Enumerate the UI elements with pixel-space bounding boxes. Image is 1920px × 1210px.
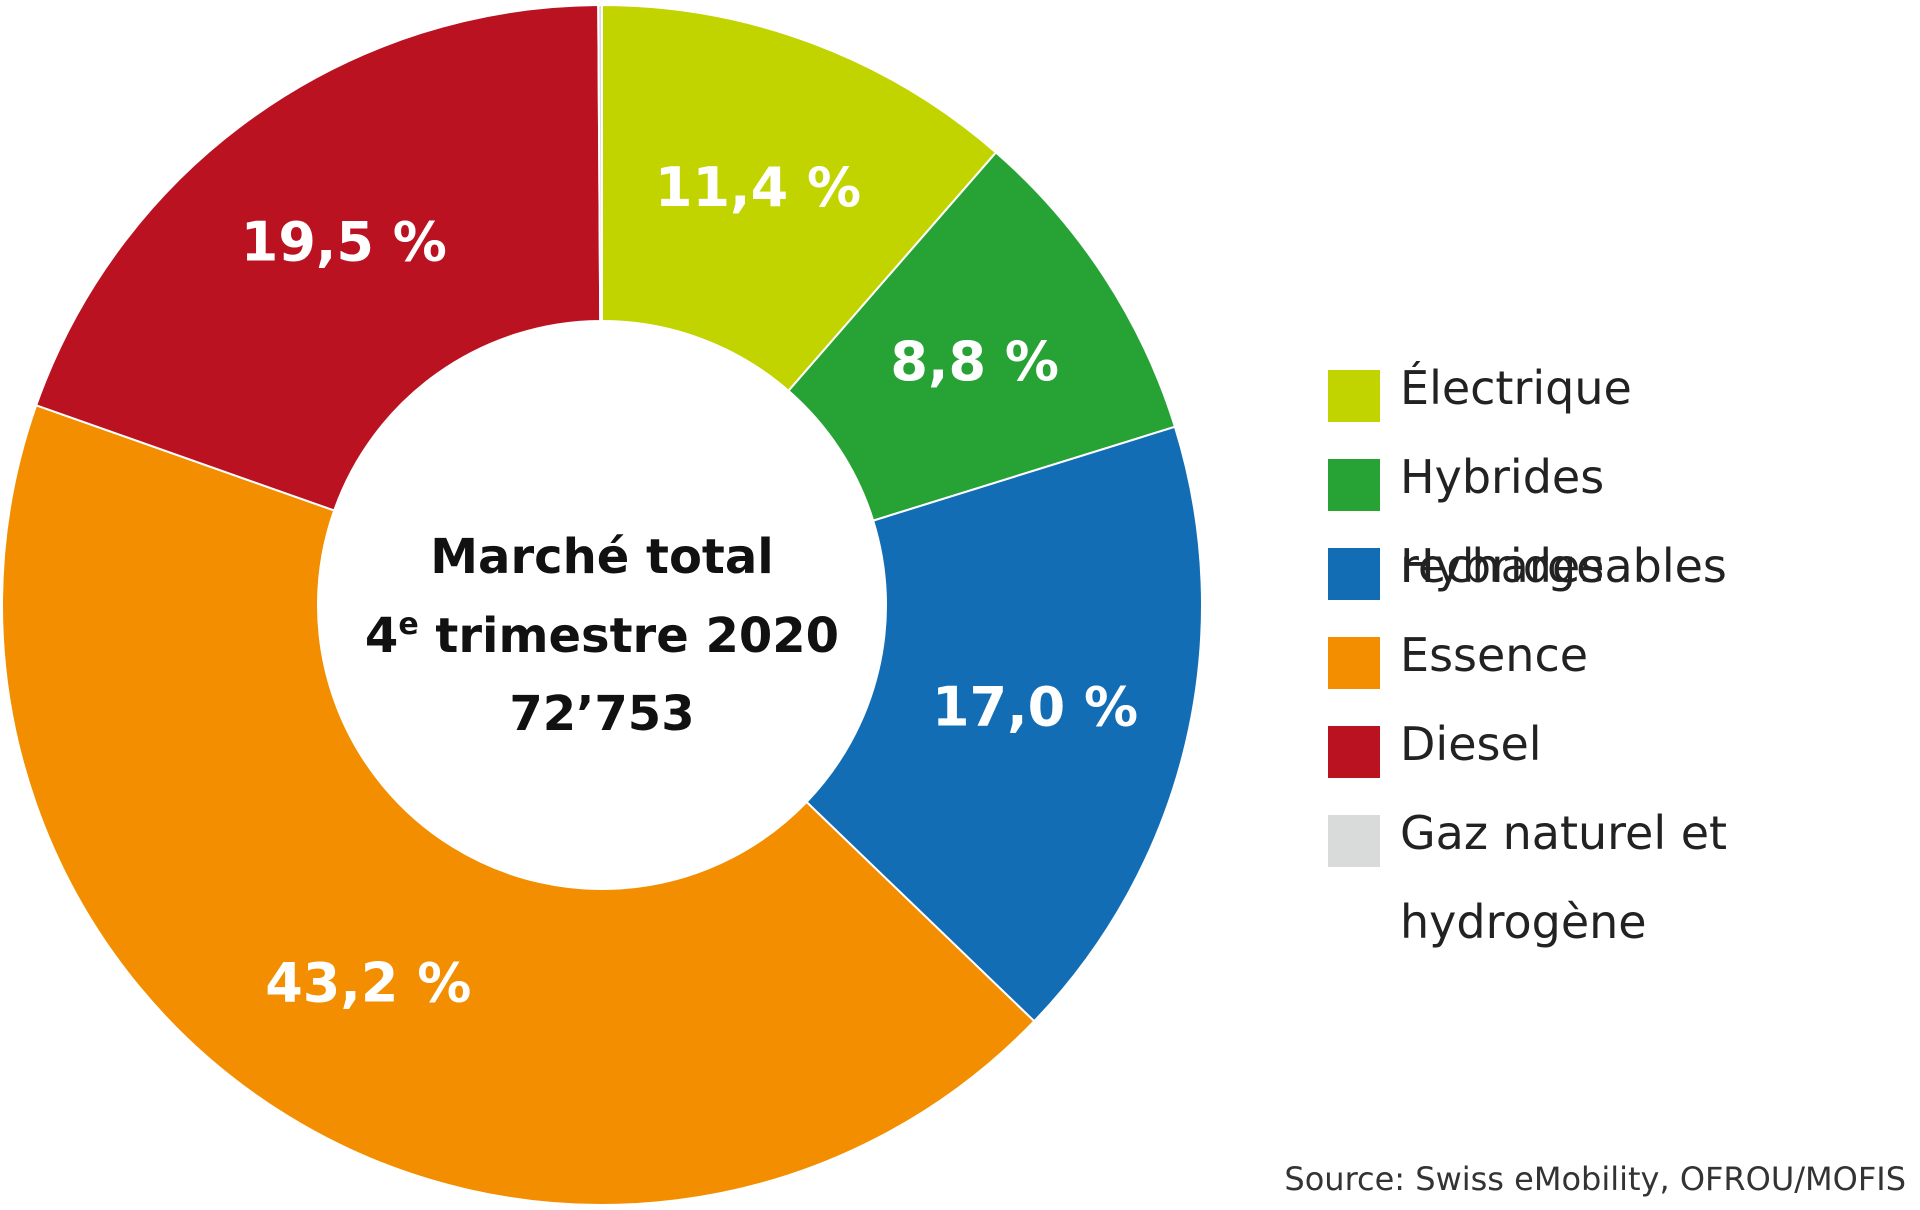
legend-label-hybrides: Hybrides	[1400, 539, 1605, 593]
legend-swatch-hybrides-rechargeables	[1328, 459, 1380, 511]
legend-swatch-gaz-naturel-hydrogene	[1328, 815, 1380, 867]
legend-item-diesel: Diesel	[1328, 717, 1920, 809]
legend-item-essence: Essence	[1328, 628, 1920, 720]
legend-swatch-essence	[1328, 637, 1380, 689]
legend-item-hybrides-rechargeables: Hybrides rechargeables	[1328, 450, 1920, 593]
legend-item-hybrides: Hybrides	[1328, 539, 1920, 631]
legend-label-electrique: Électrique	[1400, 361, 1632, 415]
slice-3	[0, 404, 1036, 1206]
slice-0	[601, 3, 998, 393]
center-total: 72’753	[509, 686, 694, 742]
donut-chart: 11,4 % 8,8 % 17,0 % 43,2 % 19,5 % Marché tot…	[0, 3, 1204, 1206]
slice-4	[34, 4, 602, 512]
center-title-line2: 4e trimestre 2020	[365, 607, 839, 664]
legend-item-electrique: Électrique	[1328, 361, 1920, 453]
slice-label-0: 11,4 %	[655, 156, 861, 219]
legend-label-hybrides-rechargeables: Hybrides rechargeables	[1400, 450, 1727, 593]
legend-label-essence: Essence	[1400, 628, 1589, 682]
legend-item-gaz-naturel-hydrogene: Gaz naturel et hydrogène	[1328, 806, 1920, 949]
legend-swatch-diesel	[1328, 726, 1380, 778]
legend: Électrique Hybrides rechargeables Hybrid…	[1328, 361, 1920, 949]
slice-label-3: 43,2 %	[265, 952, 471, 1015]
slice-2	[805, 425, 1204, 1023]
center-title-line1: Marché total	[430, 529, 773, 585]
legend-swatch-hybrides	[1328, 548, 1380, 600]
quarter-number: 4	[365, 608, 398, 664]
quarter-superscript: e	[398, 607, 418, 642]
slice-label-1: 8,8 %	[890, 330, 1059, 393]
source-note: Source: Swiss eMobility, OFROU/MOFIS	[1284, 1160, 1906, 1198]
legend-label-diesel: Diesel	[1400, 717, 1542, 771]
slice-label-2: 17,0 %	[932, 676, 1138, 739]
slice-1	[787, 151, 1177, 522]
legend-swatch-electrique	[1328, 370, 1380, 422]
slice-5	[597, 3, 603, 323]
legend-label-gaz-naturel-hydrogene: Gaz naturel et hydrogène	[1400, 806, 1728, 949]
slice-label-4: 19,5 %	[241, 211, 447, 274]
quarter-rest: trimestre 2020	[419, 608, 839, 664]
